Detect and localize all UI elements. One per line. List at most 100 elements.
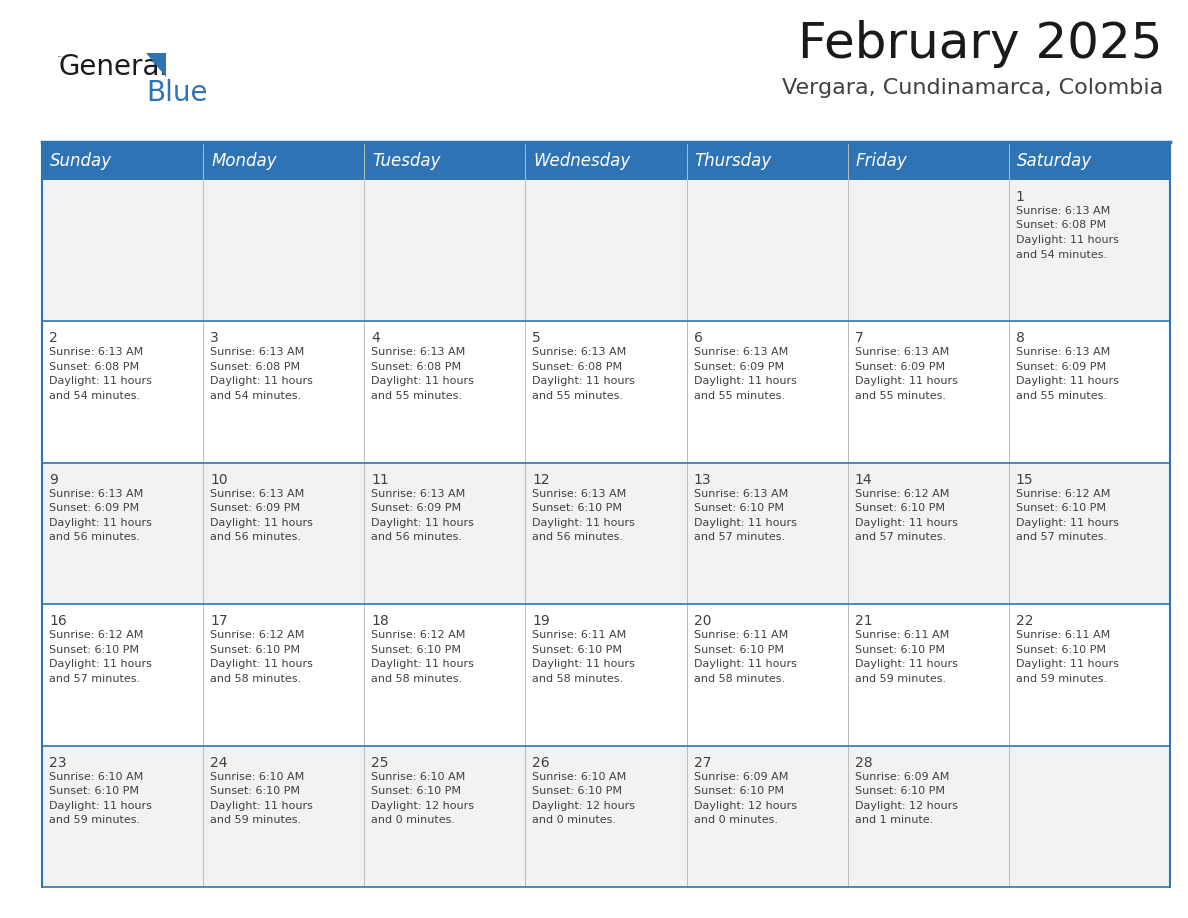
- Text: Sunrise: 6:12 AM: Sunrise: 6:12 AM: [1016, 488, 1111, 498]
- Text: Sunset: 6:10 PM: Sunset: 6:10 PM: [210, 644, 301, 655]
- Text: 27: 27: [694, 756, 712, 769]
- Text: Sunrise: 6:13 AM: Sunrise: 6:13 AM: [854, 347, 949, 357]
- Text: Sunset: 6:10 PM: Sunset: 6:10 PM: [854, 644, 944, 655]
- Text: Daylight: 11 hours: Daylight: 11 hours: [1016, 376, 1119, 386]
- Text: Daylight: 11 hours: Daylight: 11 hours: [49, 376, 152, 386]
- Text: 26: 26: [532, 756, 550, 769]
- Text: Monday: Monday: [211, 152, 277, 170]
- Text: and 58 minutes.: and 58 minutes.: [532, 674, 624, 684]
- Text: Sunset: 6:10 PM: Sunset: 6:10 PM: [532, 644, 623, 655]
- Text: and 0 minutes.: and 0 minutes.: [532, 815, 617, 825]
- Text: Blue: Blue: [146, 79, 208, 107]
- Text: 8: 8: [1016, 331, 1025, 345]
- Text: and 55 minutes.: and 55 minutes.: [532, 391, 624, 401]
- Text: and 59 minutes.: and 59 minutes.: [49, 815, 140, 825]
- Text: Sunrise: 6:11 AM: Sunrise: 6:11 AM: [1016, 630, 1110, 640]
- Text: Sunset: 6:10 PM: Sunset: 6:10 PM: [694, 503, 784, 513]
- Text: Sunset: 6:10 PM: Sunset: 6:10 PM: [1016, 644, 1106, 655]
- Text: Daylight: 12 hours: Daylight: 12 hours: [532, 800, 636, 811]
- Text: and 58 minutes.: and 58 minutes.: [694, 674, 785, 684]
- Text: Sunrise: 6:13 AM: Sunrise: 6:13 AM: [532, 347, 627, 357]
- Text: Sunset: 6:10 PM: Sunset: 6:10 PM: [49, 644, 139, 655]
- Text: and 56 minutes.: and 56 minutes.: [372, 532, 462, 543]
- Text: 24: 24: [210, 756, 228, 769]
- Text: Sunday: Sunday: [50, 152, 112, 170]
- Text: 16: 16: [49, 614, 67, 628]
- Text: Thursday: Thursday: [695, 152, 772, 170]
- Text: and 54 minutes.: and 54 minutes.: [49, 391, 140, 401]
- Text: 11: 11: [372, 473, 388, 487]
- Text: Sunset: 6:10 PM: Sunset: 6:10 PM: [372, 786, 461, 796]
- Text: General: General: [58, 53, 168, 81]
- Text: Daylight: 11 hours: Daylight: 11 hours: [532, 376, 636, 386]
- Text: Daylight: 11 hours: Daylight: 11 hours: [372, 518, 474, 528]
- Text: and 56 minutes.: and 56 minutes.: [532, 532, 624, 543]
- Text: and 1 minute.: and 1 minute.: [854, 815, 933, 825]
- Text: Sunrise: 6:13 AM: Sunrise: 6:13 AM: [372, 347, 466, 357]
- Text: Daylight: 12 hours: Daylight: 12 hours: [694, 800, 797, 811]
- Text: Daylight: 12 hours: Daylight: 12 hours: [854, 800, 958, 811]
- Text: Sunset: 6:08 PM: Sunset: 6:08 PM: [372, 362, 461, 372]
- Text: Daylight: 11 hours: Daylight: 11 hours: [49, 518, 152, 528]
- Text: Daylight: 11 hours: Daylight: 11 hours: [1016, 518, 1119, 528]
- Text: and 58 minutes.: and 58 minutes.: [372, 674, 462, 684]
- Text: Sunset: 6:10 PM: Sunset: 6:10 PM: [854, 786, 944, 796]
- Text: Sunset: 6:08 PM: Sunset: 6:08 PM: [210, 362, 301, 372]
- Text: Daylight: 11 hours: Daylight: 11 hours: [694, 518, 796, 528]
- Text: Sunrise: 6:13 AM: Sunrise: 6:13 AM: [694, 488, 788, 498]
- Text: and 56 minutes.: and 56 minutes.: [49, 532, 140, 543]
- Text: Tuesday: Tuesday: [372, 152, 441, 170]
- Text: Sunrise: 6:10 AM: Sunrise: 6:10 AM: [372, 772, 466, 781]
- Text: Sunrise: 6:10 AM: Sunrise: 6:10 AM: [532, 772, 627, 781]
- Text: Sunset: 6:08 PM: Sunset: 6:08 PM: [1016, 220, 1106, 230]
- Text: and 57 minutes.: and 57 minutes.: [49, 674, 140, 684]
- Text: 12: 12: [532, 473, 550, 487]
- Text: and 55 minutes.: and 55 minutes.: [1016, 391, 1107, 401]
- Text: Sunset: 6:10 PM: Sunset: 6:10 PM: [694, 786, 784, 796]
- Text: Sunset: 6:09 PM: Sunset: 6:09 PM: [372, 503, 461, 513]
- Text: 1: 1: [1016, 190, 1025, 204]
- Text: Daylight: 12 hours: Daylight: 12 hours: [372, 800, 474, 811]
- Text: 7: 7: [854, 331, 864, 345]
- Text: Sunrise: 6:13 AM: Sunrise: 6:13 AM: [532, 488, 627, 498]
- Text: Sunrise: 6:11 AM: Sunrise: 6:11 AM: [854, 630, 949, 640]
- Text: Sunset: 6:10 PM: Sunset: 6:10 PM: [854, 503, 944, 513]
- Text: Daylight: 11 hours: Daylight: 11 hours: [210, 659, 312, 669]
- Text: 22: 22: [1016, 614, 1034, 628]
- Text: Daylight: 11 hours: Daylight: 11 hours: [532, 659, 636, 669]
- Text: 4: 4: [372, 331, 380, 345]
- Text: Sunrise: 6:13 AM: Sunrise: 6:13 AM: [49, 488, 144, 498]
- Text: Sunset: 6:09 PM: Sunset: 6:09 PM: [49, 503, 139, 513]
- Text: and 57 minutes.: and 57 minutes.: [694, 532, 785, 543]
- Text: Daylight: 11 hours: Daylight: 11 hours: [854, 376, 958, 386]
- Text: 20: 20: [694, 614, 712, 628]
- Text: Daylight: 11 hours: Daylight: 11 hours: [532, 518, 636, 528]
- Text: Daylight: 11 hours: Daylight: 11 hours: [1016, 235, 1119, 245]
- Text: 28: 28: [854, 756, 872, 769]
- Text: Sunrise: 6:12 AM: Sunrise: 6:12 AM: [210, 630, 304, 640]
- Text: 25: 25: [372, 756, 388, 769]
- Text: Daylight: 11 hours: Daylight: 11 hours: [372, 659, 474, 669]
- Bar: [42, 463, 1170, 604]
- Text: Daylight: 11 hours: Daylight: 11 hours: [694, 659, 796, 669]
- Text: Wednesday: Wednesday: [533, 152, 631, 170]
- Text: Sunset: 6:09 PM: Sunset: 6:09 PM: [1016, 362, 1106, 372]
- Text: Sunrise: 6:11 AM: Sunrise: 6:11 AM: [694, 630, 788, 640]
- Text: Sunset: 6:10 PM: Sunset: 6:10 PM: [372, 644, 461, 655]
- Text: and 55 minutes.: and 55 minutes.: [854, 391, 946, 401]
- Text: and 57 minutes.: and 57 minutes.: [1016, 532, 1107, 543]
- Text: February 2025: February 2025: [798, 20, 1163, 68]
- Text: Daylight: 11 hours: Daylight: 11 hours: [49, 800, 152, 811]
- Text: Daylight: 11 hours: Daylight: 11 hours: [210, 800, 312, 811]
- Polygon shape: [146, 53, 166, 77]
- Text: 19: 19: [532, 614, 550, 628]
- Text: Daylight: 11 hours: Daylight: 11 hours: [854, 659, 958, 669]
- Text: 17: 17: [210, 614, 228, 628]
- Text: Sunset: 6:09 PM: Sunset: 6:09 PM: [854, 362, 944, 372]
- Text: Sunrise: 6:09 AM: Sunrise: 6:09 AM: [694, 772, 788, 781]
- Text: 2: 2: [49, 331, 58, 345]
- Text: Sunset: 6:10 PM: Sunset: 6:10 PM: [532, 503, 623, 513]
- Text: and 55 minutes.: and 55 minutes.: [694, 391, 784, 401]
- Text: Friday: Friday: [855, 152, 908, 170]
- Text: and 54 minutes.: and 54 minutes.: [1016, 250, 1107, 260]
